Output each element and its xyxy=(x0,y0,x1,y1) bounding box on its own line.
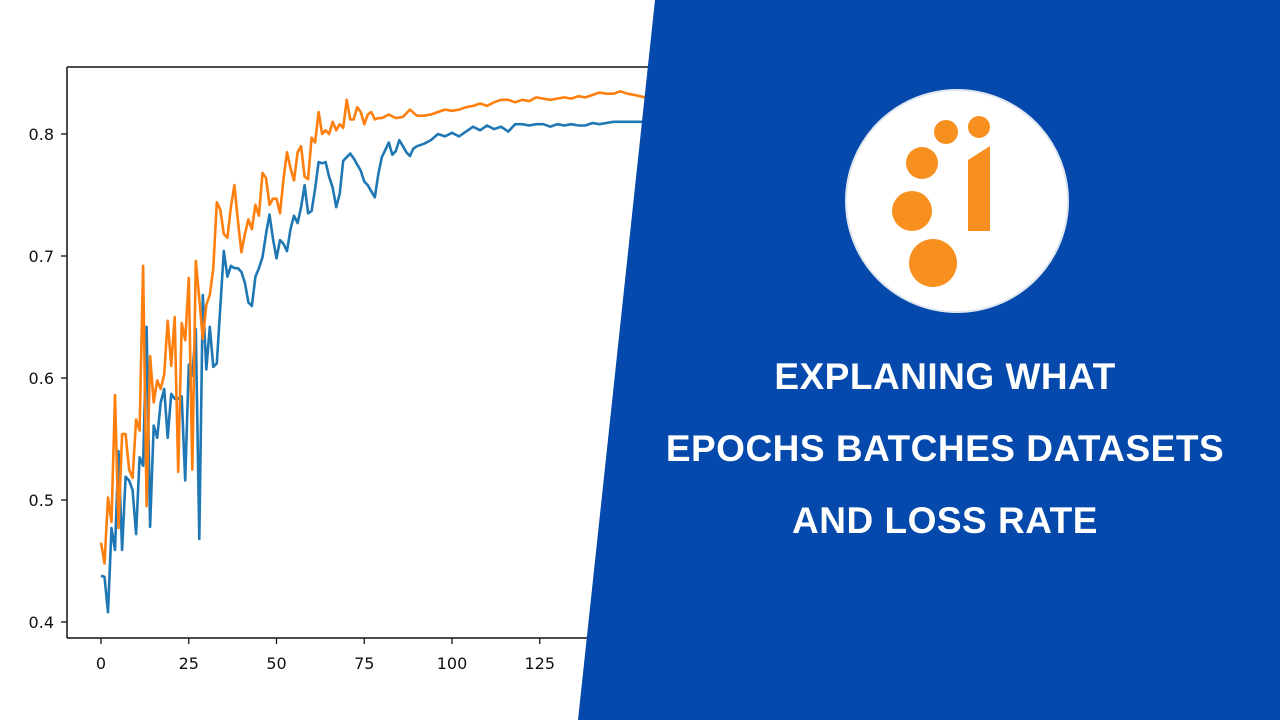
series-line-1 xyxy=(99,90,646,565)
x-axis-ticks: 0 25 50 75 100 125 xyxy=(96,638,555,673)
logo-dot-bottom xyxy=(909,239,957,287)
logo-dot-middle xyxy=(892,191,932,231)
title-line-3: AND LOSS RATE xyxy=(792,500,1098,541)
logo-dot-top-left xyxy=(934,120,958,144)
x-tick-label: 125 xyxy=(524,654,555,673)
logo xyxy=(845,89,1069,313)
logo-dot-upper xyxy=(906,147,938,179)
y-axis-ticks: 0.4 0.5 0.6 0.7 0.8 xyxy=(29,125,67,632)
x-tick-label: 75 xyxy=(354,654,374,673)
logo-white-circle xyxy=(845,89,1069,313)
x-tick-label: 0 xyxy=(96,654,106,673)
logo-dot-top-right xyxy=(968,116,990,138)
y-tick-label: 0.8 xyxy=(29,125,54,144)
title-line-1: EXPLANING WHAT xyxy=(774,356,1116,397)
y-tick-label: 0.4 xyxy=(29,613,54,632)
x-tick-label: 25 xyxy=(179,654,199,673)
series-line-0 xyxy=(100,120,645,614)
blue-slanted-panel xyxy=(578,0,1280,720)
y-tick-label: 0.5 xyxy=(29,491,54,510)
plot-lines xyxy=(99,90,646,614)
y-tick-label: 0.6 xyxy=(29,369,54,388)
title-line-2: EPOCHS BATCHES DATASETS xyxy=(665,428,1225,469)
logo-i-stem-icon xyxy=(968,146,990,231)
x-tick-label: 50 xyxy=(266,654,286,673)
x-tick-label: 100 xyxy=(437,654,468,673)
y-tick-label: 0.7 xyxy=(29,247,54,266)
